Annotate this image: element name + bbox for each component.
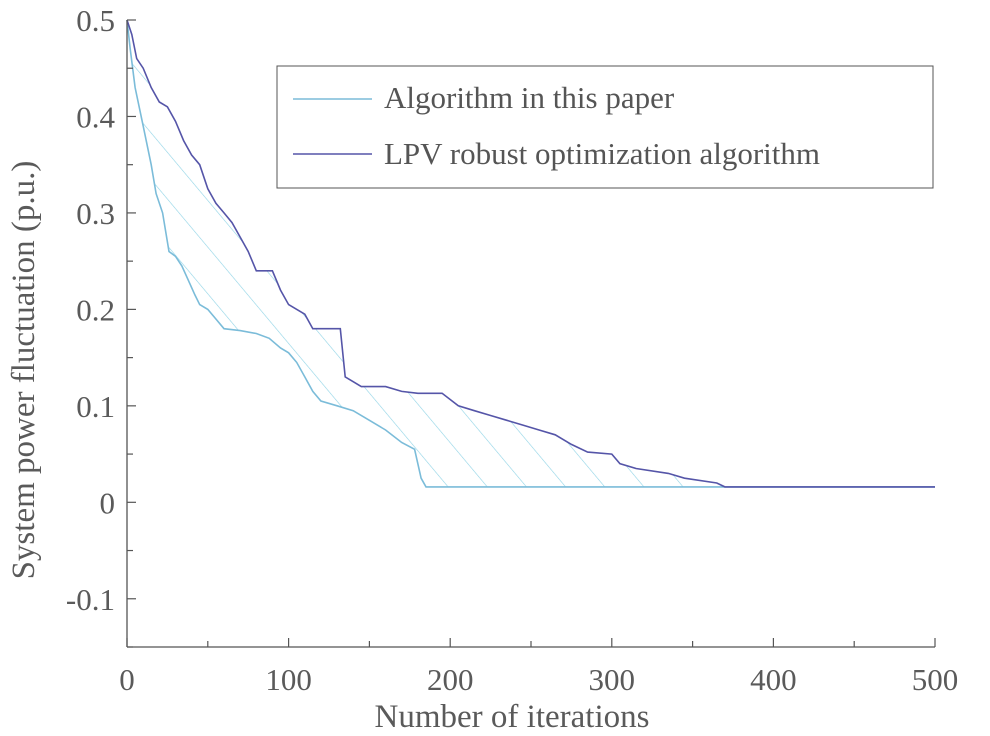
legend: Algorithm in this paper LPV robust optim…: [276, 65, 934, 189]
x-axis-title: Number of iterations: [375, 699, 650, 735]
y-tick-label: 0: [100, 485, 116, 520]
y-axis-title: System power fluctuation (p.u.): [6, 161, 42, 580]
shaded-gap-area: [127, 20, 935, 487]
axes: 0.5 0.4 0.3 0.2 0.1 0 -0.1 0 100 200 300 400 500: [66, 3, 958, 697]
y-tick-label: 0.3: [76, 196, 115, 231]
legend-box: [276, 65, 934, 189]
y-tick-label: 0.1: [76, 389, 115, 424]
y-tick-label: 0.4: [76, 99, 115, 134]
legend-label-algorithm-in-this-paper: Algorithm in this paper: [384, 80, 675, 115]
plot-area: [126, 19, 935, 488]
x-tick-label: 100: [265, 662, 312, 697]
x-tick-label: 200: [427, 662, 474, 697]
y-tick-label: 0.2: [76, 292, 115, 327]
legend-label-lpv-robust-optimization: LPV robust optimization algorithm: [384, 136, 820, 171]
series-line-lpv-robust-optimization: [126, 19, 935, 488]
x-tick-label: 300: [589, 662, 636, 697]
y-axis-ticks: 0.5 0.4 0.3 0.2 0.1 0 -0.1: [66, 3, 136, 648]
y-tick-label: -0.1: [66, 582, 115, 617]
x-tick-label: 400: [750, 662, 797, 697]
x-tick-label: 0: [119, 662, 135, 697]
y-tick-label: 0.5: [76, 3, 115, 38]
x-axis-ticks: 0 100 200 300 400 500: [119, 638, 958, 697]
series-line-algorithm-in-this-paper: [126, 19, 935, 488]
x-tick-label: 500: [912, 662, 959, 697]
